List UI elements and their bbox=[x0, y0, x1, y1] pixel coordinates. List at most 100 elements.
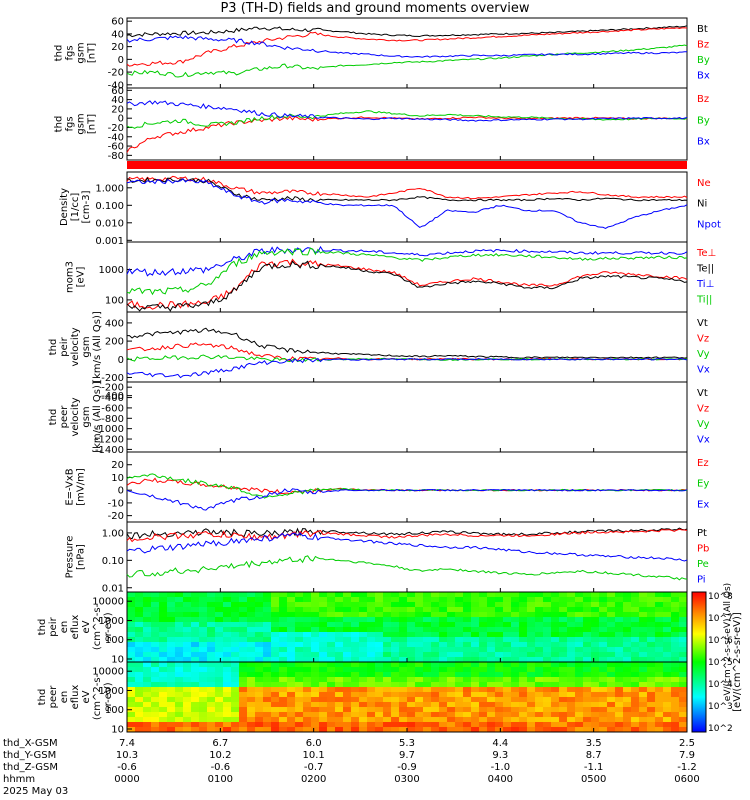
x-axis-value: 0100 bbox=[208, 774, 233, 785]
svg-text:velocity: velocity bbox=[70, 397, 81, 436]
x-axis-value: 10.2 bbox=[209, 750, 231, 761]
colorbar-title: [eV/(cm^2-s-sr-eV)] bbox=[732, 612, 743, 712]
panel-8-series-Pb bbox=[126, 528, 688, 543]
colorbar-title-alt: eV/(cm^2-s-sr-eV) (All Qs) bbox=[723, 583, 733, 701]
panel-10-ytick-label: 10000 bbox=[92, 667, 124, 678]
panel-2-ytick-label: -40 bbox=[108, 132, 124, 143]
panel-3-ytick-label: 0.100 bbox=[95, 201, 124, 212]
svg-text:Pressure: Pressure bbox=[65, 536, 76, 579]
panel-8-series-Pt bbox=[126, 527, 688, 540]
x-axis-value: -0.6 bbox=[211, 762, 231, 773]
panel-2-ytick-label: 60 bbox=[111, 86, 124, 97]
panel-7-legend-Ez: Ez bbox=[697, 458, 709, 469]
x-axis-value: 5.3 bbox=[399, 738, 415, 749]
page-title: P3 (TH-D) fields and ground moments over… bbox=[220, 1, 530, 16]
svg-text:gsm: gsm bbox=[81, 336, 92, 357]
panel-4-legend-Ti: Ti|| bbox=[696, 295, 712, 306]
colorbar-label: 10^4 bbox=[708, 680, 733, 690]
svg-text:(cm^2-s-: (cm^2-s- bbox=[92, 603, 103, 650]
panel-5-ytick-label: 0 bbox=[118, 355, 124, 366]
panel-6-ytick-label: -800 bbox=[101, 414, 124, 425]
panel-8-legend-Pi: Pi bbox=[697, 575, 706, 586]
panel-1-ytick-label: 0 bbox=[118, 55, 124, 66]
svg-text:[nPa]: [nPa] bbox=[76, 544, 87, 570]
panel-5-ytick-label: 200 bbox=[105, 337, 124, 348]
panel-2-legend-By: By bbox=[697, 115, 710, 126]
panel-10-ytick-label: 1000 bbox=[99, 686, 124, 697]
panel-9-ytick-label: 1000 bbox=[99, 616, 124, 627]
panel-2-series-Bz bbox=[126, 115, 688, 153]
panel-4-series-Te bbox=[126, 258, 688, 310]
panel-3-legend-Npot: Npot bbox=[697, 219, 721, 230]
svg-text:(cm^2-s-: (cm^2-s- bbox=[92, 673, 103, 720]
panel-3-ytick-label: 1.000 bbox=[95, 183, 124, 194]
panel-5-legend-Vx: Vx bbox=[697, 365, 710, 376]
svg-text:en: en bbox=[59, 621, 70, 634]
panel-2-ytick-label: -60 bbox=[108, 142, 124, 153]
panel-1-ylabel: thd fgs gsm [nT] bbox=[54, 42, 98, 63]
panel-5-series-Vt bbox=[127, 327, 688, 359]
panel-4-ytick-label: 100 bbox=[105, 295, 124, 306]
panel-2-ytick-label: 0 bbox=[118, 114, 124, 125]
panel-7-ytick-label: -20 bbox=[108, 511, 124, 522]
svg-text:gsm: gsm bbox=[81, 406, 92, 427]
panel-10-ytick-label: 100 bbox=[105, 705, 124, 716]
panel-2-ytick-label: -20 bbox=[108, 123, 124, 134]
panel-2-ytick-label: 20 bbox=[111, 104, 124, 115]
panel-6-legend-Vy: Vy bbox=[697, 419, 710, 430]
panel-4-series-Te bbox=[126, 260, 688, 312]
panel-8-ytick-label: 0.01 bbox=[102, 583, 124, 594]
svg-text:thd: thd bbox=[48, 409, 59, 426]
x-axis-value: -0.7 bbox=[304, 762, 324, 773]
svg-text:eV: eV bbox=[81, 690, 92, 703]
panel-10-ytick-label: 10 bbox=[111, 725, 124, 736]
panel-6-ytick-label: -1200 bbox=[95, 435, 124, 446]
panel-6-ytick-label: -400 bbox=[101, 393, 124, 404]
panel-7-frame bbox=[126, 451, 688, 523]
svg-text:[nT]: [nT] bbox=[87, 43, 98, 63]
panel-2-legend-Bz: Bz bbox=[697, 94, 709, 105]
x-axis-value: 10.1 bbox=[303, 750, 325, 761]
panel-4-series-Ti bbox=[126, 245, 688, 277]
x-axis-value: 0300 bbox=[394, 774, 419, 785]
svg-text:peer: peer bbox=[59, 405, 70, 429]
svg-text:peir: peir bbox=[59, 336, 70, 356]
panel-8-series-Pe bbox=[126, 555, 688, 581]
panel-7-ylabel: E=-VxB [mV/m] bbox=[65, 468, 87, 506]
x-axis-value: 6.0 bbox=[306, 738, 322, 749]
panel-4-legend-Te: Te|| bbox=[696, 264, 714, 275]
panel-1-series-Bx bbox=[126, 35, 688, 58]
svg-text:thd: thd bbox=[37, 689, 48, 706]
svg-text:[km/s (All Qs)]: [km/s (All Qs)] bbox=[92, 311, 103, 383]
panel-8-legend-Pt: Pt bbox=[697, 528, 707, 539]
panel-7-ytick-label: 20 bbox=[111, 460, 124, 471]
svg-text:thd: thd bbox=[54, 45, 65, 62]
panel-7-series-Ey bbox=[126, 473, 688, 499]
panel-5-ytick-label: -400 bbox=[101, 391, 124, 402]
panel-3-legend-Ne: Ne bbox=[697, 178, 711, 189]
panel-1-legend-By: By bbox=[697, 55, 710, 66]
panel-9-ytick-label: 10000 bbox=[92, 597, 124, 608]
panel-6-legend-Vz: Vz bbox=[697, 404, 709, 415]
svg-text:peer: peer bbox=[48, 685, 59, 709]
panel-8-ytick-label: 0.10 bbox=[102, 556, 124, 567]
panel-7-legend-Ey: Ey bbox=[697, 479, 709, 490]
x-axis-row-label: thd_Z-GSM bbox=[3, 762, 58, 773]
x-axis-value: 0000 bbox=[114, 774, 139, 785]
svg-text:E=-VxB: E=-VxB bbox=[65, 468, 76, 505]
panel-6-ytick-label: -200 bbox=[101, 383, 124, 394]
x-axis-value: -1.0 bbox=[491, 762, 511, 773]
panel-4-legend-Te: Te⊥ bbox=[696, 248, 716, 259]
panel-2-frame bbox=[126, 87, 688, 161]
svg-text:thd: thd bbox=[54, 116, 65, 133]
panel-3-ytick-label: 0.001 bbox=[95, 236, 124, 247]
panel-2-series-Bx bbox=[126, 100, 688, 122]
panel-1-ytick-label: 20 bbox=[111, 42, 124, 53]
panel-2-series-By bbox=[126, 110, 688, 129]
panel-5-series-Vx bbox=[126, 357, 688, 379]
panel-2-ytick-label: 40 bbox=[111, 95, 124, 106]
panel-4-legend-Ti: Ti⊥ bbox=[696, 279, 714, 290]
svg-text:[km/s (All Qs)]: [km/s (All Qs)] bbox=[92, 381, 103, 453]
panel-1-legend-Bz: Bz bbox=[697, 40, 709, 51]
panel-1-ytick-label: 60 bbox=[111, 17, 124, 28]
